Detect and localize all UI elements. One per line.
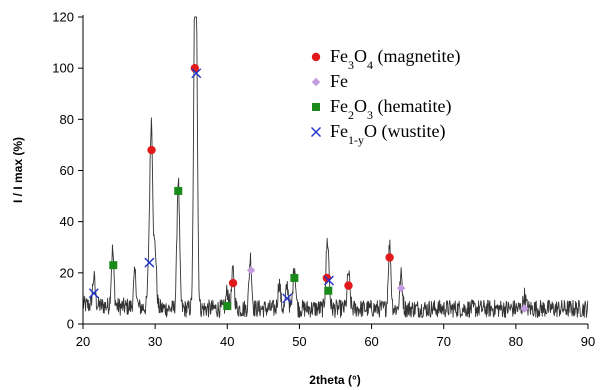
y-tick-label: 120 — [52, 10, 74, 25]
legend-label-iron: Fe — [330, 71, 348, 91]
wustite-marker — [324, 275, 335, 286]
hematite-marker — [109, 261, 118, 270]
legend-label-wustite: Fe1-yO (wustite) — [330, 121, 445, 147]
y-tick-label: 100 — [52, 61, 74, 76]
y-tick-label: 80 — [60, 112, 74, 127]
legend-label-magnetite: Fe3O4 (magnetite) — [330, 46, 460, 72]
x-tick-label: 40 — [220, 334, 234, 349]
legend-wustite-marker — [311, 127, 321, 137]
hematite-marker — [324, 286, 333, 295]
x-tick-label: 30 — [148, 334, 162, 349]
iron-marker — [396, 283, 406, 293]
y-tick-label: 40 — [60, 214, 74, 229]
diffraction-pattern-line — [82, 16, 589, 319]
wustite-marker — [282, 293, 293, 304]
magnetite-marker — [228, 278, 238, 288]
legend-hematite-marker — [312, 103, 320, 111]
iron-marker — [246, 266, 256, 275]
y-tick-label: 20 — [60, 265, 74, 280]
legend-magnetite-marker — [311, 52, 321, 62]
hematite-marker — [223, 302, 232, 311]
wustite-marker — [88, 288, 99, 299]
y-tick-label: 60 — [60, 163, 74, 178]
wustite-marker — [191, 68, 202, 79]
x-tick-label: 70 — [436, 334, 450, 349]
magnetite-marker — [385, 253, 394, 262]
x-tick-label: 20 — [76, 334, 90, 349]
hematite-marker — [174, 186, 183, 195]
y-axis-title: I / I max (%) — [11, 137, 25, 203]
legend-label-hematite: Fe2O3 (hematite) — [330, 96, 451, 122]
legend-iron-marker — [311, 77, 321, 87]
y-tick-label: 0 — [67, 317, 74, 332]
hematite-marker — [290, 273, 299, 282]
plot-area — [82, 16, 589, 319]
wustite-marker — [144, 257, 155, 268]
markers — [88, 63, 529, 313]
x-tick-label: 50 — [292, 334, 306, 349]
iron-marker — [520, 304, 529, 313]
x-tick-label: 80 — [509, 334, 523, 349]
x-tick-label: 60 — [364, 334, 378, 349]
x-axis-title: 2theta (°) — [309, 373, 360, 387]
legend: Fe3O4 (magnetite)Fe Fe2O3 (hematite)Fe1-y… — [311, 46, 460, 147]
magnetite-marker — [344, 281, 353, 290]
x-tick-label: 90 — [581, 334, 595, 349]
magnetite-marker — [147, 145, 156, 155]
